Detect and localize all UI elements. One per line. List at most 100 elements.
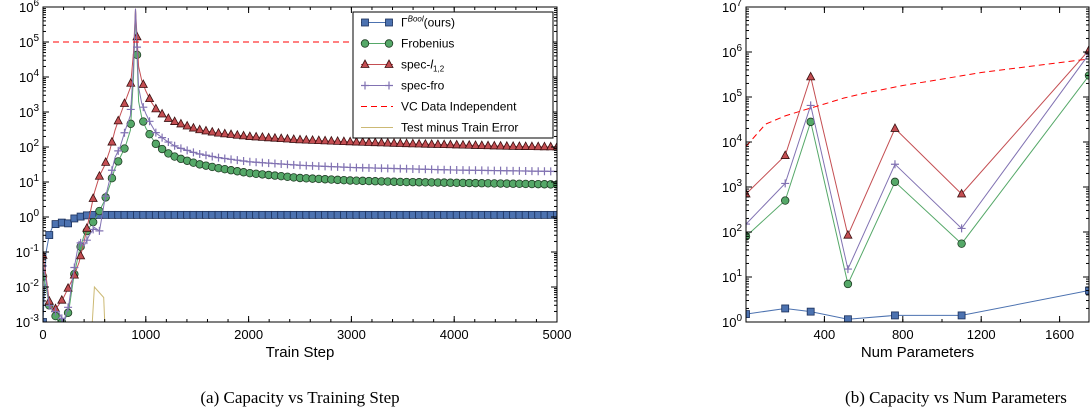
data-point [213, 127, 224, 137]
x-tick-label: 4000 [440, 327, 469, 342]
data-point [957, 239, 966, 248]
data-point [408, 138, 418, 148]
y-tick-label: 10-1 [16, 243, 40, 260]
data-point [43, 250, 48, 259]
data-point [508, 141, 518, 150]
data-point [176, 144, 185, 153]
data-point [389, 137, 399, 147]
data-point [890, 160, 899, 169]
data-point [189, 148, 198, 157]
data-point [45, 231, 54, 239]
plot-area [746, 44, 1089, 322]
y-tick-label: 102 [19, 138, 39, 155]
data-point [201, 125, 211, 135]
x-axis-label: Num Parameters [861, 344, 974, 361]
y-tick-label: 104 [19, 68, 39, 85]
data-point [43, 318, 47, 322]
data-point [433, 139, 443, 148]
data-point [351, 136, 362, 146]
data-point [245, 131, 255, 140]
chart-b: 400 800 1200 1600 100 101 102 103 104 105 106 107 Nu… [722, 0, 1090, 361]
data-point [332, 135, 343, 145]
data-point [157, 144, 167, 154]
y-tick-label: 106 [19, 0, 39, 15]
data-point [57, 314, 66, 322]
data-point [781, 196, 790, 205]
x-tick-label: 2000 [234, 327, 263, 342]
data-point [220, 154, 229, 163]
data-point [806, 307, 815, 316]
data-point [263, 132, 274, 142]
data-point [101, 192, 110, 201]
data-point [70, 263, 79, 272]
data-point [395, 138, 405, 147]
plot-area [43, 8, 557, 322]
y-tick-label: 101 [19, 173, 39, 190]
data-point [138, 79, 148, 88]
data-point [107, 166, 116, 175]
data-point [326, 135, 337, 145]
axes-frame [42, 6, 558, 323]
x-tick-label: 3000 [337, 327, 366, 342]
data-point [164, 138, 173, 147]
x-tick-label: 800 [892, 327, 914, 342]
legend-label: spec-fro [401, 79, 445, 93]
data-point [101, 157, 111, 166]
caption-a: (a) Capacity vs Training Step [200, 388, 399, 407]
data-point [82, 222, 92, 232]
data-point [182, 120, 192, 130]
x-tick-label: 1600 [1045, 327, 1074, 342]
x-tick-label: 1000 [131, 327, 160, 342]
data-point [358, 136, 368, 146]
data-point [170, 141, 179, 150]
data-point [781, 304, 790, 313]
legend-label: ΓBool(ours) [401, 15, 455, 30]
y-tick-label: 10-3 [16, 313, 40, 330]
data-point [495, 140, 506, 150]
data-point [208, 152, 217, 161]
data-point [1084, 44, 1089, 54]
data-point [514, 141, 525, 150]
data-point [251, 131, 261, 141]
data-point [746, 310, 750, 318]
chart-a: 0 1000 2000 3000 4000 5000 10-3 10-2 10-1 100 101 1… [16, 0, 572, 361]
data-point [64, 303, 73, 312]
data-point [746, 220, 750, 229]
y-tick-label: 104 [722, 133, 742, 150]
data-point [452, 139, 462, 149]
data-point [133, 43, 142, 52]
legend-marker [385, 81, 393, 90]
data-point [502, 140, 512, 150]
data-point [780, 150, 790, 159]
data-point [956, 188, 967, 198]
data-point [458, 139, 468, 149]
data-point [95, 226, 104, 235]
data-point [201, 151, 210, 160]
y-tick-label: 100 [19, 208, 39, 225]
data-point [401, 138, 412, 148]
y-tick-label: 100 [722, 313, 742, 330]
data-point [113, 115, 123, 125]
legend-label: Test minus Train Error [401, 121, 518, 135]
data-point [843, 279, 853, 289]
data-point [439, 139, 449, 149]
data-point [107, 136, 117, 146]
data-point [383, 137, 393, 147]
data-point [339, 136, 349, 145]
data-point [57, 294, 67, 304]
series-line [746, 290, 1089, 320]
data-point [320, 135, 330, 145]
data-point [282, 133, 293, 143]
data-point [314, 135, 324, 144]
x-tick-label: 0 [39, 327, 46, 342]
data-point [546, 141, 556, 151]
x-tick-label: 400 [814, 327, 836, 342]
legend-marker [360, 59, 370, 68]
series-line [746, 75, 1089, 286]
data-point [257, 132, 268, 141]
data-point [188, 122, 199, 132]
data-point [420, 138, 431, 148]
data-point [414, 138, 424, 148]
data-point [426, 138, 437, 148]
